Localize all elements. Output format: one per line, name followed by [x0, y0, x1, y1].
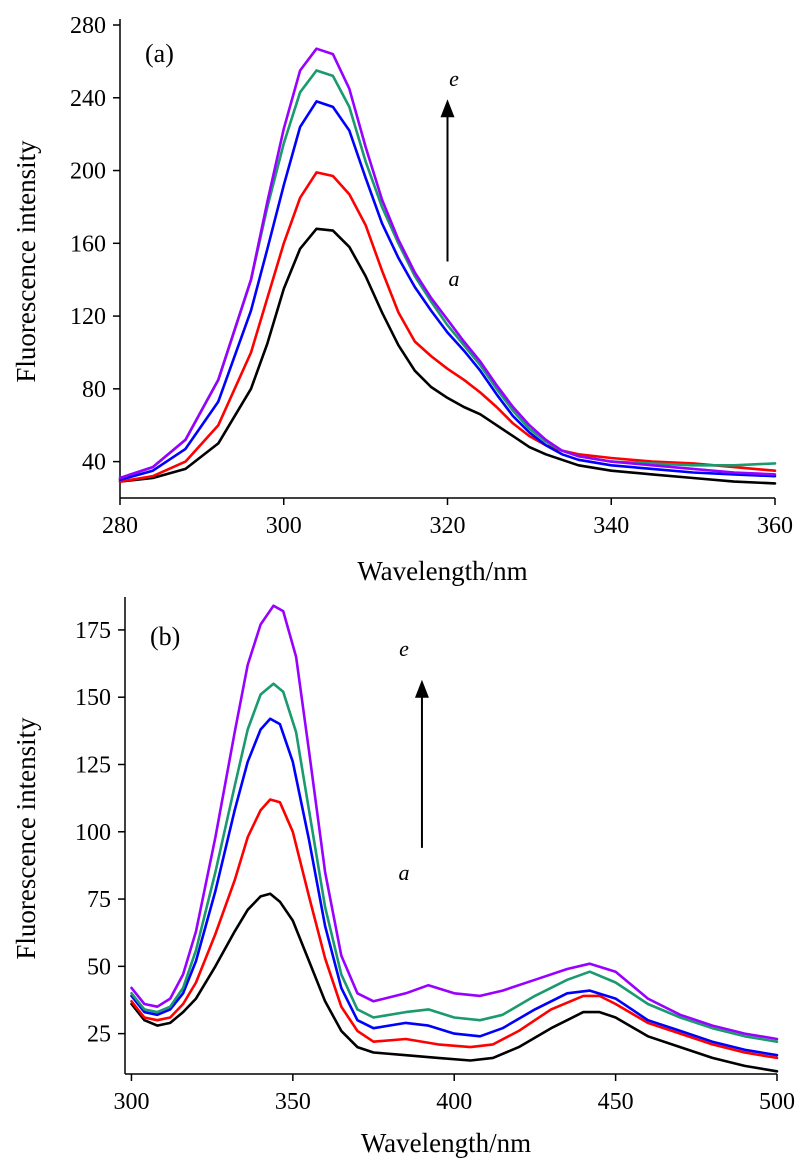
y-tick-label: 75 [87, 887, 111, 913]
x-tick-label: 450 [598, 1089, 634, 1115]
series-line-3 [118, 100, 777, 482]
y-tick-label: 200 [70, 159, 106, 185]
arrow-label-a: a [399, 860, 410, 885]
y-tick-label: 120 [70, 304, 106, 330]
series-line-2 [118, 171, 777, 483]
series-line-4 [130, 682, 779, 1043]
y-axis-title: Fluorescence intensity [11, 717, 41, 960]
y-tick-label: 240 [70, 86, 106, 112]
panel-b: 300 350 400 450 500 25 50 75 100 125 150 175 Wavelen… [11, 597, 795, 1158]
arrow-head [414, 679, 429, 698]
series-line-5 [130, 604, 779, 1041]
series-line-5 [118, 47, 777, 480]
arrow-label-e: e [399, 636, 409, 661]
x-tick-label: 350 [275, 1089, 311, 1115]
x-tick-label: 500 [759, 1089, 795, 1115]
y-tick-label: 25 [87, 1022, 111, 1048]
y-tick-label: 280 [70, 13, 106, 39]
y-tick-label: 175 [75, 618, 111, 644]
x-tick-label: 360 [757, 513, 793, 539]
x-tick-label: 340 [593, 513, 629, 539]
series-line-1 [118, 227, 777, 485]
x-tick-label: 300 [266, 513, 302, 539]
y-tick-label: 50 [87, 954, 111, 980]
x-tick-label: 300 [113, 1089, 149, 1115]
x-tick-label: 280 [102, 513, 138, 539]
panel-a: 280 300 320 340 360 40 80 120 160 200 240 280 Wavele… [11, 13, 793, 586]
x-tick-label: 320 [430, 513, 466, 539]
arrow-label-a: a [449, 266, 460, 291]
y-tick-label: 125 [75, 752, 111, 778]
panel-label: (b) [150, 622, 180, 651]
x-axis-title: Wavelength/nm [357, 556, 527, 586]
y-tick-label: 40 [82, 450, 106, 476]
arrow-label-e: e [449, 66, 459, 91]
panel-label: (a) [145, 39, 174, 68]
y-tick-label: 150 [75, 685, 111, 711]
series-line-2 [130, 798, 779, 1060]
y-tick-label: 100 [75, 820, 111, 846]
arrow-head [440, 99, 455, 118]
series-line-1 [130, 892, 779, 1073]
x-axis-title: Wavelength/nm [361, 1128, 531, 1158]
y-tick-label: 160 [70, 231, 106, 257]
series-line-3 [130, 717, 779, 1057]
y-tick-label: 80 [82, 377, 106, 403]
y-axis-title: Fluorescence intensity [11, 140, 41, 383]
x-tick-label: 400 [436, 1089, 472, 1115]
